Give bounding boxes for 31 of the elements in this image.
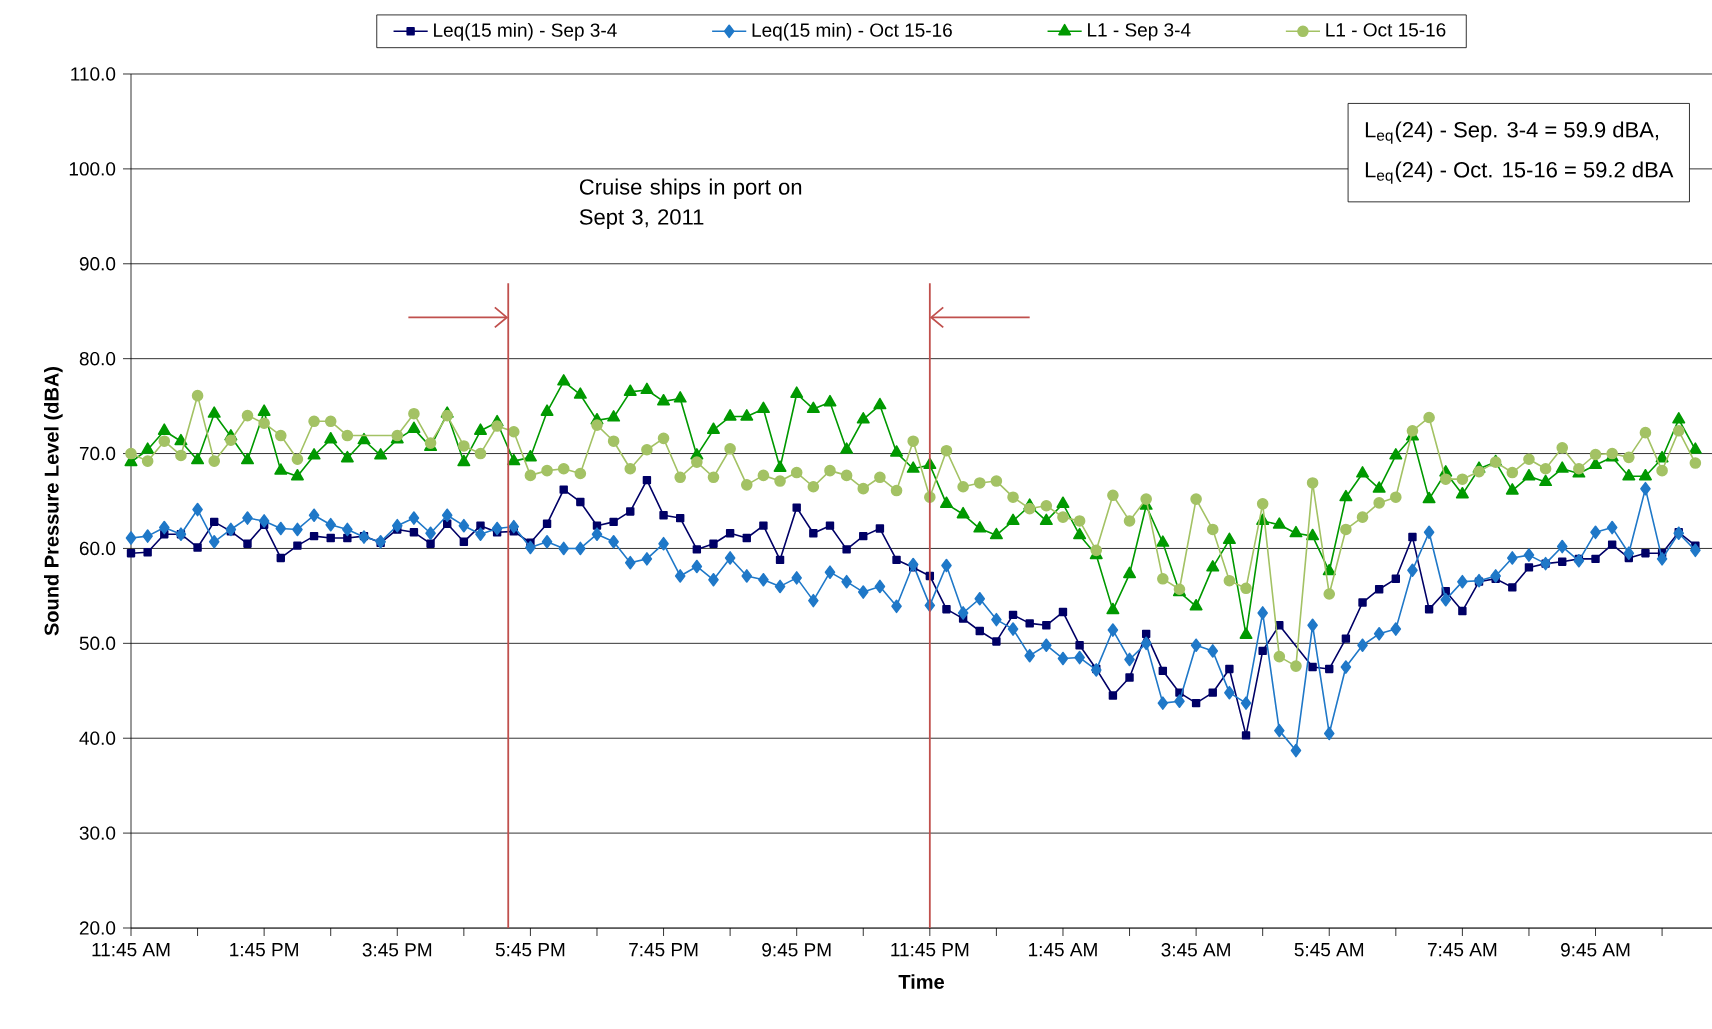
y-tick-label: 30.0 bbox=[79, 826, 116, 840]
x-tick-label: 3:45 PM bbox=[362, 943, 432, 957]
x-tick-label: 9:45 AM bbox=[1561, 943, 1630, 957]
x-axis-title: Time bbox=[898, 974, 944, 989]
x-tick-label: 9:45 PM bbox=[762, 943, 831, 957]
x-tick-label: 5:45 PM bbox=[495, 943, 565, 957]
x-tick-label: 1:45 AM bbox=[1029, 943, 1097, 957]
y-tick-label: 90.0 bbox=[79, 257, 116, 271]
y-tick-label: 100.0 bbox=[69, 162, 116, 176]
x-tick-label: 11:45 AM bbox=[92, 943, 170, 957]
annotation: Cruise ships in port on Sept 3, 2011 bbox=[579, 178, 802, 230]
legend-label: Leq(15 min) - Oct 15-16 bbox=[752, 22, 952, 41]
y-tick-label: 20.0 bbox=[79, 921, 116, 935]
y-tick-label: 60.0 bbox=[79, 541, 116, 556]
x-tick-label: 5:45 AM bbox=[1294, 943, 1364, 957]
annotation: L$_{eq}$(24) - Sep. 3-4 = 59.9 dBA, bbox=[1365, 121, 1659, 144]
legend-label: L1 - Sep 3-4 bbox=[1088, 23, 1191, 41]
y-axis-title: Sound Pressure Level (dBA) bbox=[44, 366, 63, 636]
y-tick-label: 70.0 bbox=[79, 446, 116, 461]
legend-label: Leq(15 min) - Sep 3-4 bbox=[434, 22, 617, 41]
y-tick-label: 80.0 bbox=[79, 351, 116, 366]
x-tick-label: 7:45 AM bbox=[1427, 943, 1497, 957]
y-tick-label: 50.0 bbox=[79, 636, 116, 651]
x-tick-label: 1:45 PM bbox=[230, 943, 298, 957]
x-tick-label: 7:45 PM bbox=[629, 943, 698, 957]
y-tick-label: 40.0 bbox=[79, 731, 116, 745]
x-tick-label: 3:45 AM bbox=[1161, 943, 1230, 957]
x-tick-label: 11:45 PM bbox=[891, 943, 969, 957]
legend-label: L1 - Oct 15-16 bbox=[1326, 23, 1446, 37]
y-tick-label: 110.0 bbox=[71, 67, 116, 81]
annotation: L$_{eq}$(24) - Oct. 15-16 = 59.2 dBA bbox=[1365, 161, 1674, 184]
